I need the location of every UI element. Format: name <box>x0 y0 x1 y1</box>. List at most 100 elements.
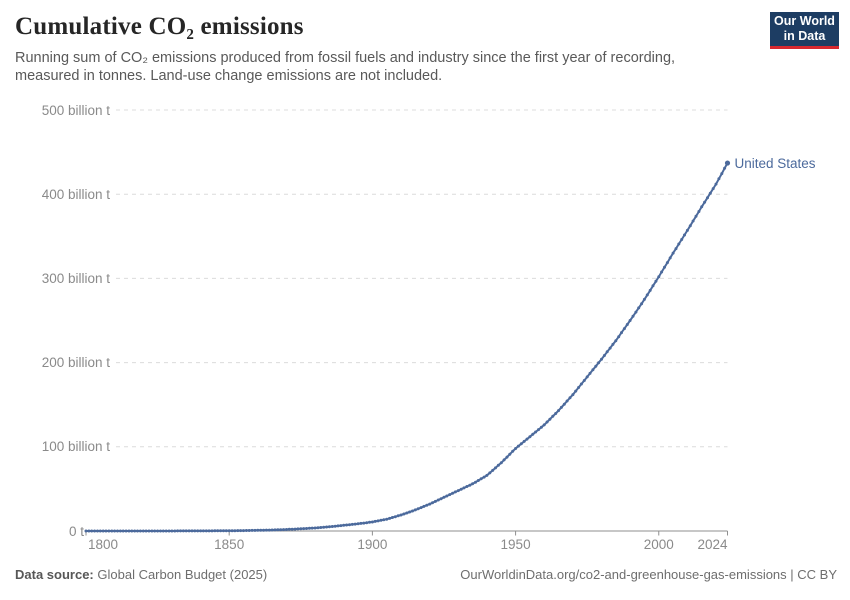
data-point-marker <box>585 375 589 379</box>
data-point-marker <box>476 479 480 482</box>
x-axis-label: 1900 <box>357 537 388 552</box>
data-point-marker <box>494 466 497 470</box>
data-point-marker <box>247 529 251 532</box>
data-point-marker <box>330 525 334 528</box>
x-axis-label: 2024 <box>697 537 728 552</box>
y-axis-label: 100 billion t <box>41 439 110 455</box>
data-point-marker <box>539 425 543 429</box>
owid-logo-line1: Our World <box>774 14 835 28</box>
data-point-marker <box>640 302 644 306</box>
data-point-marker <box>516 444 520 448</box>
data-point-marker <box>244 529 248 532</box>
data-point-marker <box>511 449 515 453</box>
data-point-marker <box>674 247 678 251</box>
footer-attribution[interactable]: OurWorldinData.org/co2-and-greenhouse-ga… <box>460 567 837 582</box>
data-point-marker <box>84 529 88 533</box>
data-point-marker <box>339 524 343 528</box>
line-end-marker <box>724 160 731 166</box>
x-axis-label: 1800 <box>88 537 119 552</box>
data-point-marker <box>614 339 618 343</box>
data-point-marker <box>373 519 377 523</box>
series-entity-label[interactable]: United States <box>734 155 816 171</box>
data-point-marker <box>390 516 394 519</box>
data-point-marker <box>694 214 698 218</box>
source-value[interactable]: Global Carbon Budget (2025) <box>97 567 268 582</box>
data-point-marker <box>393 515 397 519</box>
data-point-marker <box>107 529 111 533</box>
data-point-marker <box>691 219 695 223</box>
data-point-marker <box>256 528 260 532</box>
data-point-marker <box>514 447 518 450</box>
data-point-marker <box>571 393 575 397</box>
data-point-marker <box>671 251 675 255</box>
data-point-marker <box>413 508 417 512</box>
data-point-marker <box>714 182 718 186</box>
data-point-marker <box>127 529 131 533</box>
data-point-marker <box>436 498 440 502</box>
data-point-marker <box>242 529 245 533</box>
data-point-marker <box>150 529 154 533</box>
data-point-marker <box>219 529 223 533</box>
data-point-marker <box>96 529 99 533</box>
data-point-marker <box>542 423 546 427</box>
data-point-marker <box>376 519 380 523</box>
data-point-marker <box>190 529 194 533</box>
data-point-marker <box>359 521 363 525</box>
data-point-marker <box>439 497 443 501</box>
data-point-marker <box>577 386 581 389</box>
data-point-marker <box>227 529 231 533</box>
data-point-marker <box>482 475 486 479</box>
data-point-marker <box>419 506 423 510</box>
data-point-marker <box>631 314 635 318</box>
data-point-marker <box>557 409 560 413</box>
data-point-marker <box>657 275 661 279</box>
data-point-marker <box>505 455 509 459</box>
data-point-marker <box>388 516 392 520</box>
data-point-marker <box>302 527 306 531</box>
data-point-marker <box>554 412 558 415</box>
data-point-marker <box>491 468 495 472</box>
data-point-marker <box>706 196 709 200</box>
data-point-marker <box>723 166 727 170</box>
data-point-marker <box>327 525 331 529</box>
data-point-marker <box>262 528 266 532</box>
data-point-marker <box>720 172 724 176</box>
data-point-marker <box>98 529 102 533</box>
data-point-marker <box>267 528 271 532</box>
data-point-marker <box>138 529 142 533</box>
owid-logo[interactable]: Our World in Data <box>770 12 839 49</box>
gridlines <box>116 109 728 448</box>
data-point-marker <box>445 494 449 498</box>
data-point-marker <box>654 279 658 283</box>
data-point-marker <box>173 529 177 533</box>
data-point-marker <box>270 528 274 532</box>
data-point-marker <box>665 261 669 265</box>
data-point-marker <box>224 529 228 533</box>
data-point-marker <box>663 265 666 269</box>
data-point-marker <box>90 529 94 533</box>
data-point-marker <box>124 529 128 533</box>
data-point-marker <box>660 270 664 274</box>
emissions-line <box>85 162 729 532</box>
data-point-marker <box>370 520 374 524</box>
emissions-series[interactable] <box>84 160 731 533</box>
data-point-marker <box>113 529 117 533</box>
y-axis-label: 200 billion t <box>41 355 110 371</box>
data-point-marker <box>336 524 340 528</box>
data-point-marker <box>313 526 317 530</box>
data-point-marker <box>170 529 174 533</box>
data-point-marker <box>565 399 569 403</box>
data-point-marker <box>176 529 180 533</box>
data-point-marker <box>236 529 240 533</box>
data-point-marker <box>562 402 566 406</box>
y-axis-label: 0 t <box>68 523 84 539</box>
data-point-marker <box>345 523 349 527</box>
data-point-marker <box>617 335 621 339</box>
data-point-marker <box>121 529 125 533</box>
data-point-marker <box>319 526 323 529</box>
data-point-marker <box>717 177 721 181</box>
data-point-marker <box>453 490 457 494</box>
data-point-marker <box>365 521 369 525</box>
